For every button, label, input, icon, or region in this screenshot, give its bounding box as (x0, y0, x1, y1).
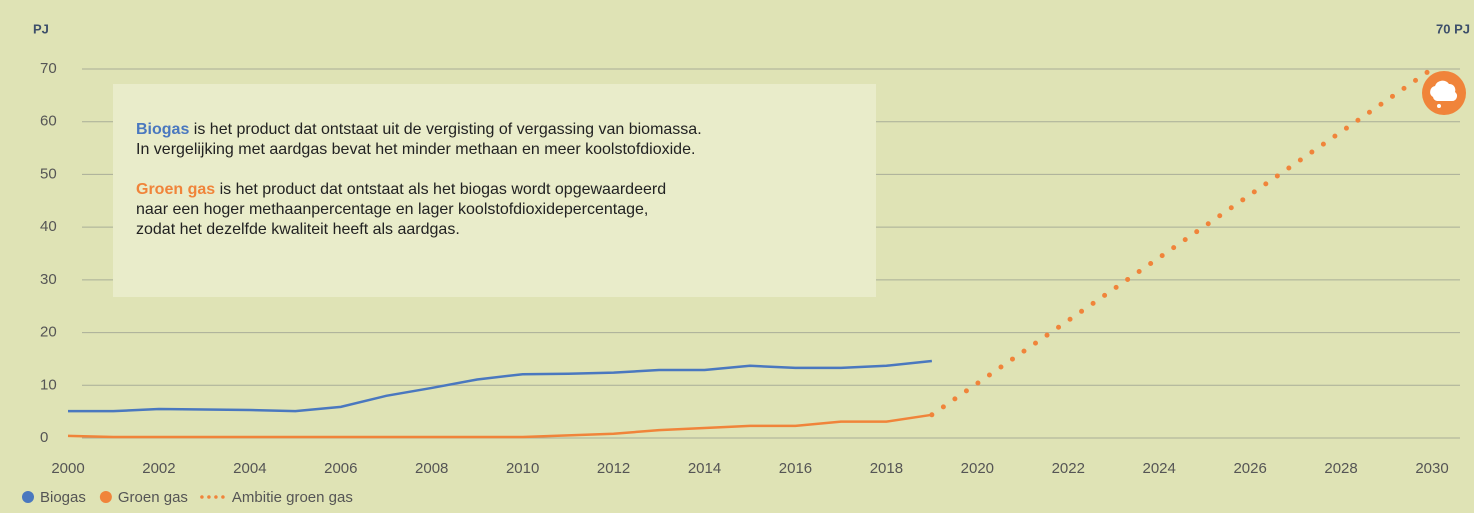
y-tick-label: 60 (40, 113, 57, 130)
legend-label: Ambitie groen gas (232, 489, 353, 506)
x-tick-label: 2028 (1324, 460, 1357, 477)
info-line: naar een hoger methaanpercentage en lage… (136, 201, 649, 218)
y-tick-label: 30 (40, 271, 57, 288)
x-tick-label: 2012 (597, 460, 630, 477)
y-axis-label: PJ (33, 21, 49, 36)
y-tick-label: 50 (40, 165, 57, 182)
info-term: Biogas (136, 121, 190, 138)
legend-label: Biogas (40, 489, 86, 506)
goal-icon (1422, 71, 1466, 115)
x-tick-label: 2030 (1415, 460, 1448, 477)
x-tick-label: 2010 (506, 460, 539, 477)
x-tick-label: 2004 (233, 460, 266, 477)
x-tick-label: 2006 (324, 460, 357, 477)
series-line (929, 66, 1435, 418)
info-line: is het product dat ontstaat als het biog… (219, 181, 667, 198)
legend-label: Groen gas (118, 489, 188, 506)
icon-cloud (1430, 80, 1457, 101)
y-tick-label: 10 (40, 376, 57, 393)
x-tick-label: 2002 (142, 460, 175, 477)
info-paragraph: Biogas is het product dat ontstaat uit d… (136, 120, 854, 160)
annotation: 70 PJ (1436, 21, 1470, 36)
x-tick-label: 2014 (688, 460, 721, 477)
legend-swatch (99, 491, 112, 503)
x-tick-label: 2026 (1233, 460, 1266, 477)
info-line: is het product dat ontstaat uit de vergi… (193, 121, 702, 138)
info-line: zodat het dezelfde kwaliteit heeft als a… (136, 221, 460, 238)
info-term: Groen gas (136, 181, 216, 198)
info-paragraph: Groen gas is het product dat ontstaat al… (136, 180, 854, 240)
x-tick-label: 2020 (961, 460, 994, 477)
series-line (67, 413, 933, 439)
x-tick-label: 2018 (870, 460, 903, 477)
y-tick-label: 40 (40, 218, 57, 235)
icon-dot (1437, 104, 1441, 108)
y-tick-label: 20 (40, 324, 57, 341)
x-tick-label: 2000 (51, 460, 84, 477)
y-tick-label: 70 (40, 60, 57, 77)
x-tick-label: 2022 (1052, 460, 1085, 477)
info-line: In vergelijking met aardgas bevat het mi… (136, 141, 696, 158)
x-tick-label: 2016 (779, 460, 812, 477)
x-tick-label: 2024 (1143, 460, 1176, 477)
x-tick-label: 2008 (415, 460, 448, 477)
legend-swatch (22, 491, 34, 503)
series-line (68, 359, 932, 413)
info-box: Biogas is het product dat ontstaat uit d… (113, 84, 876, 297)
y-tick-label: 0 (40, 429, 48, 446)
